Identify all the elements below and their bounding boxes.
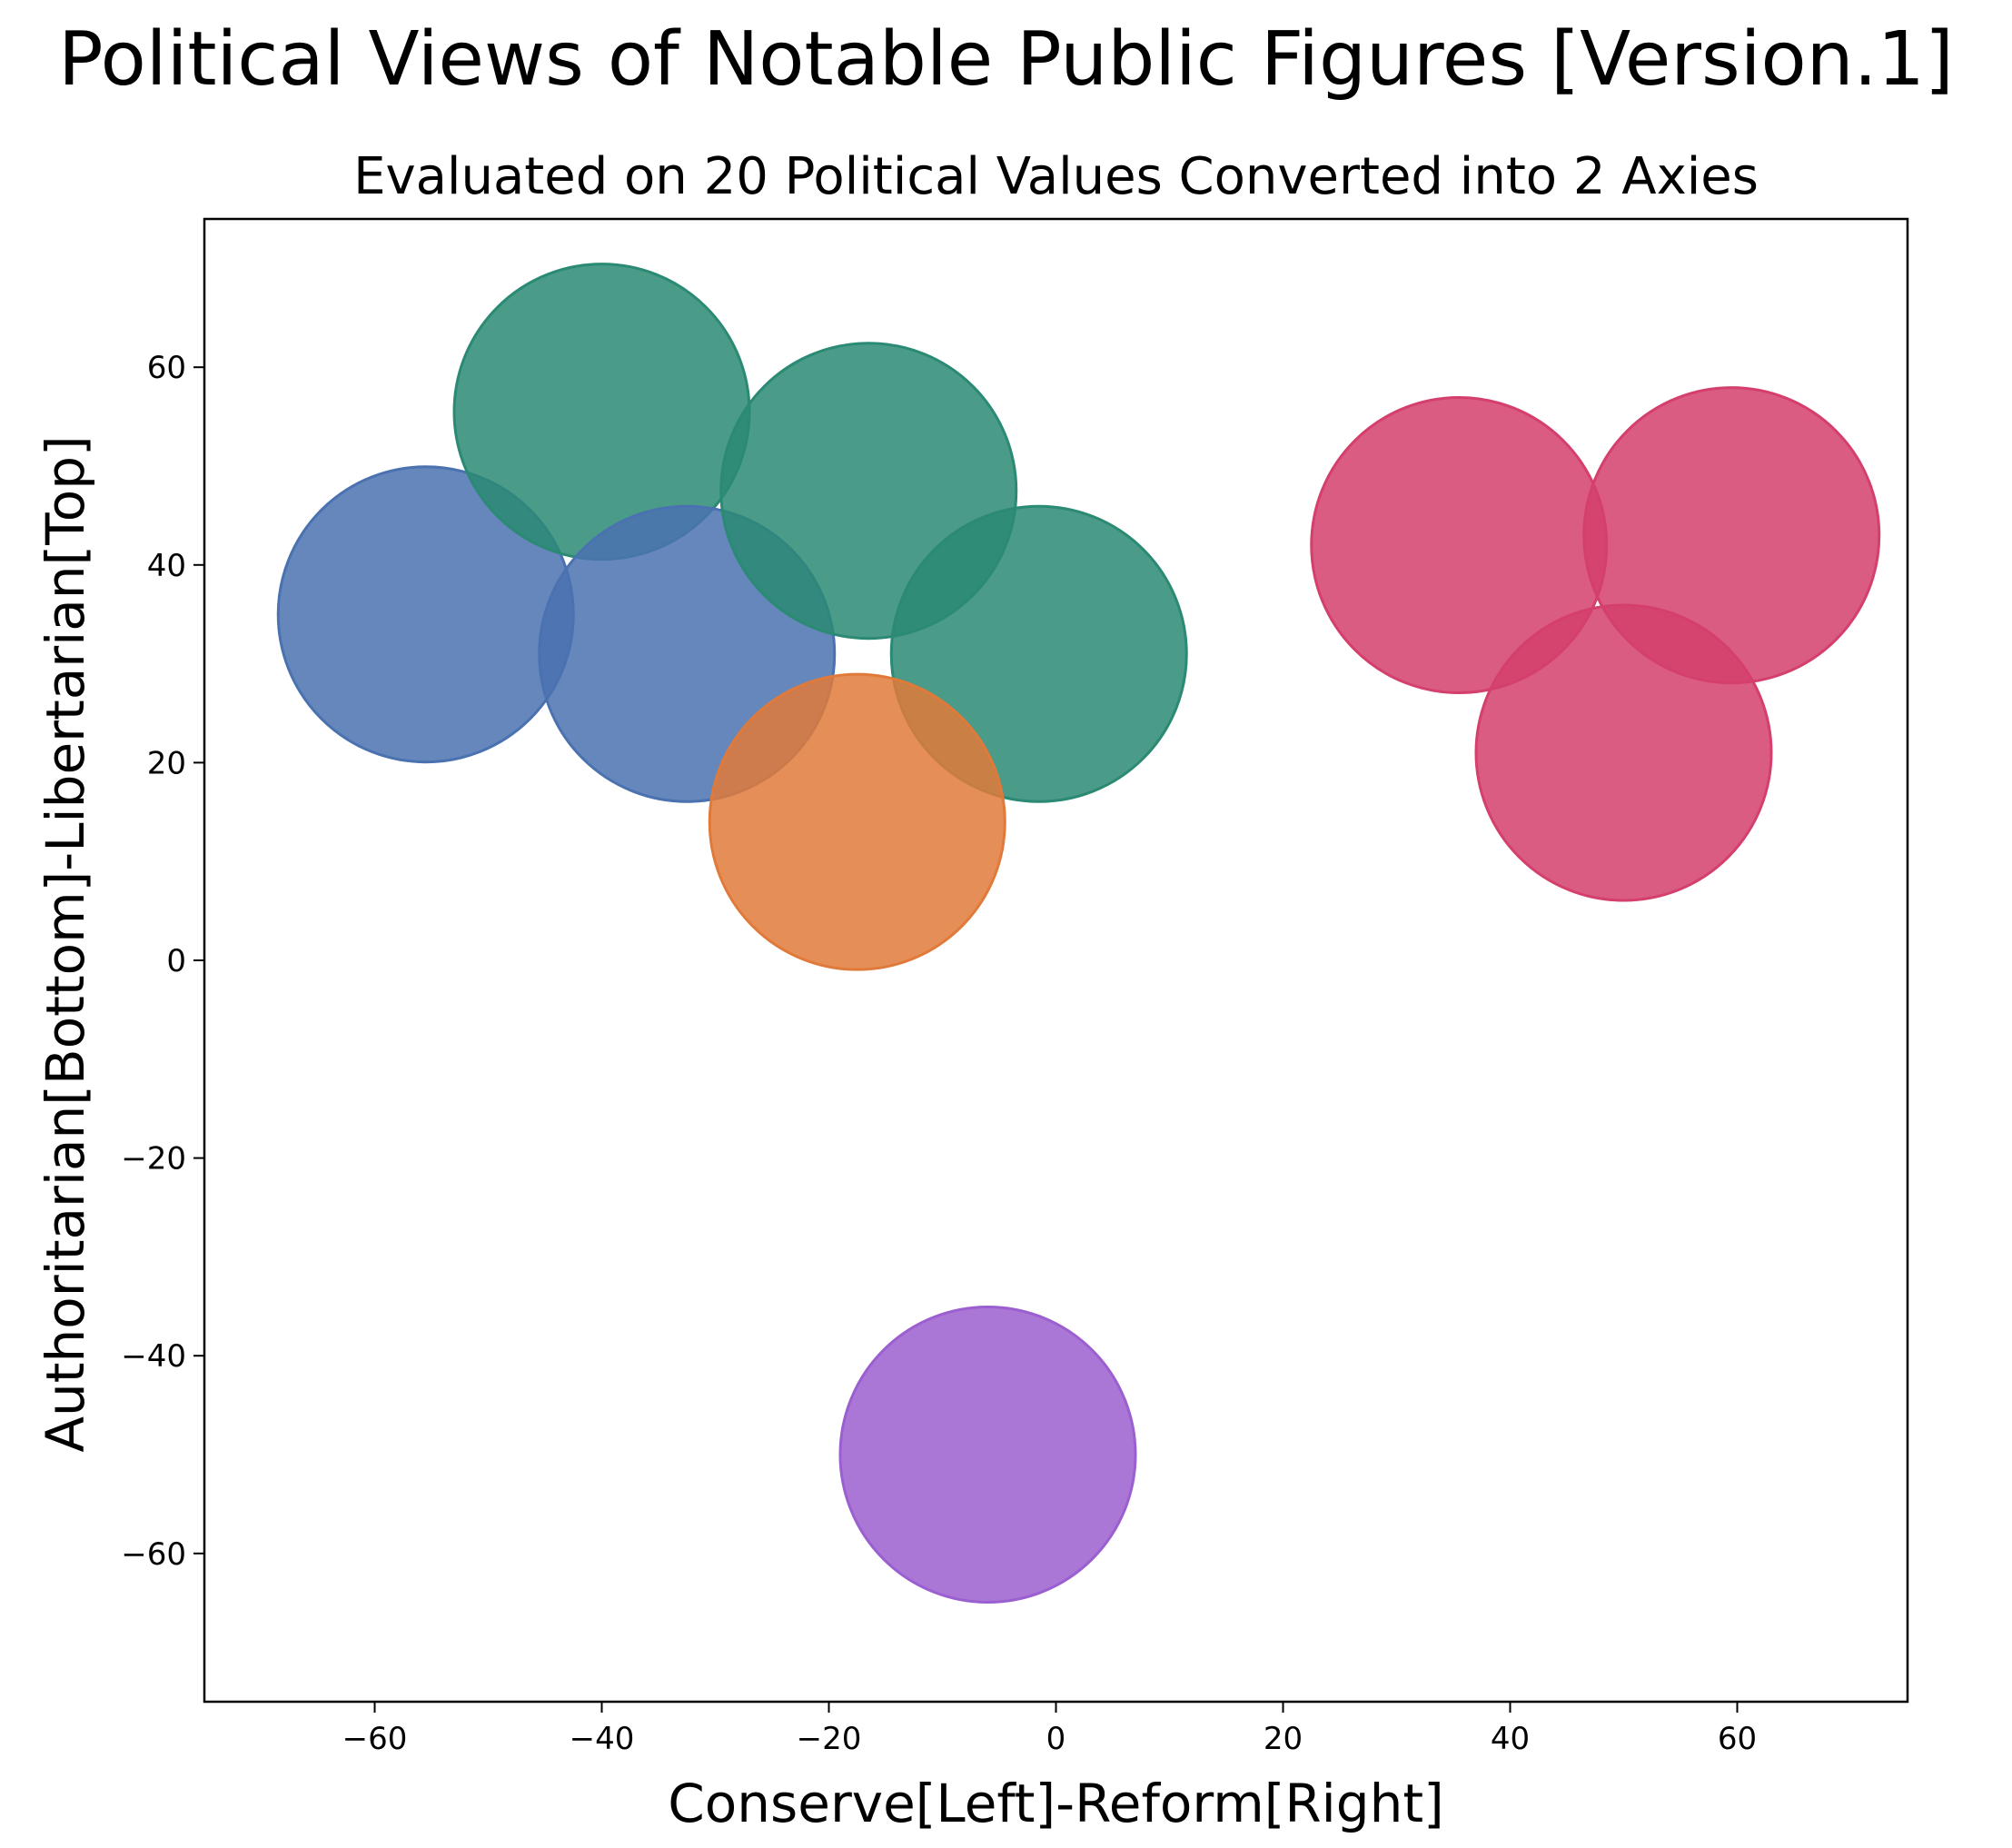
y-tick-label: −20 — [121, 1141, 186, 1177]
x-tick-label: 40 — [1491, 1721, 1530, 1757]
y-tick-label: 0 — [166, 943, 186, 979]
y-tick-label: −40 — [121, 1338, 186, 1375]
y-tick-label: −60 — [121, 1536, 186, 1573]
points-layer — [276, 263, 1881, 1604]
y-tick-label: 60 — [147, 350, 186, 386]
x-tick-label: 0 — [1046, 1721, 1066, 1757]
chart-suptitle: Political Views of Notable Public Figure… — [58, 16, 1954, 103]
x-axis-label: Conserve[Left]-Reform[Right] — [668, 1773, 1444, 1834]
ticks-layer: −60 −40 −20 0 20 40 60 −60 −40 −20 0 20 40 60 — [121, 350, 1757, 1757]
chart-title: Evaluated on 20 Political Values Convert… — [353, 147, 1759, 206]
x-tick-label: −40 — [570, 1721, 635, 1757]
x-tick-label: 20 — [1264, 1721, 1303, 1757]
x-tick-label: −60 — [342, 1721, 408, 1757]
x-tick-label: 60 — [1718, 1721, 1757, 1757]
data-point-10 — [838, 1306, 1137, 1604]
x-tick-label: −20 — [797, 1721, 862, 1757]
y-tick-label: 20 — [147, 745, 186, 781]
y-tick-label: 40 — [147, 548, 186, 584]
data-point-6 — [708, 672, 1006, 971]
data-point-9 — [1474, 603, 1773, 902]
